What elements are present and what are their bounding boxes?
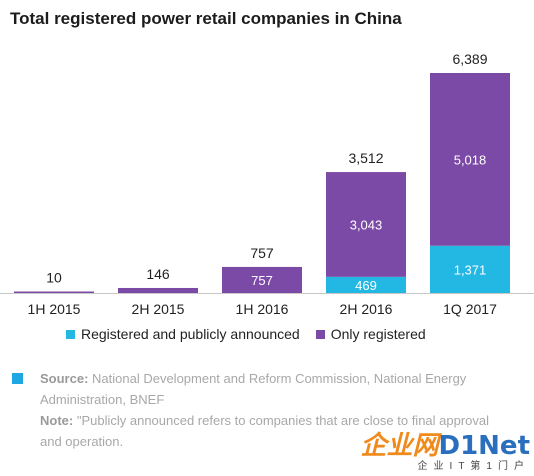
watermark-logo-en: D1Net (438, 431, 531, 461)
total-label-1q-2017: 6,389 (452, 51, 487, 67)
watermark-logo: 企业网D1Net (360, 432, 530, 460)
source-label: Source: (40, 371, 89, 386)
segment-label-registered-and-publicly-announced-2h-2016: 469 (355, 278, 377, 293)
source-text: Source: National Development and Reform … (40, 368, 510, 452)
watermark: 企业网D1Net 企业IT第1门户 (360, 432, 530, 474)
segment-label-only-registered-1h-2016: 757 (251, 273, 273, 288)
legend-label-registered-announced: Registered and publicly announced (81, 326, 300, 342)
note-body: "Publicly announced refers to companies … (40, 413, 490, 449)
bar-registered-and-publicly-announced-1q-2017 (430, 245, 510, 293)
note-label: Note: (40, 413, 74, 428)
bar-only-registered-1h-2016 (222, 266, 302, 293)
x-tick-label-2h-2015: 2H 2015 (132, 301, 185, 317)
legend-item-only-registered: Only registered (315, 326, 426, 342)
watermark-logo-cn: 企业网 (360, 431, 439, 461)
bar-only-registered-2h-2016 (326, 172, 406, 277)
bar-only-registered-1q-2017 (430, 73, 510, 246)
bar-only-registered-2h-2015 (118, 287, 198, 293)
watermark-subtitle: 企业IT第1门户 (417, 461, 530, 472)
bar-registered-and-publicly-announced-2h-2016 (326, 276, 406, 293)
total-label-1h-2016: 757 (250, 245, 274, 261)
segment-label-registered-and-publicly-announced-1q-2017: 1,371 (454, 262, 487, 277)
segment-label-only-registered-1q-2017: 5,018 (454, 152, 487, 167)
total-label-1h-2015: 10 (46, 270, 62, 286)
x-tick-label-1h-2016: 1H 2016 (236, 301, 289, 317)
legend-swatch-registered-announced (66, 329, 75, 339)
x-tick-label-1h-2015: 1H 2015 (28, 301, 81, 317)
legend-item-registered-announced: Registered and publicly announced (66, 326, 300, 342)
total-label-2h-2016: 3,512 (348, 150, 383, 166)
x-tick-label-2h-2016: 2H 2016 (340, 301, 393, 317)
legend-swatch-only-registered (315, 329, 325, 339)
total-label-2h-2015: 146 (146, 266, 170, 282)
source-marker (12, 373, 23, 384)
chart-legend: Registered and publicly announced Only r… (66, 326, 442, 342)
chart-title: Total registered power retail companies … (10, 9, 402, 28)
x-tick-label-1q-2017: 1Q 2017 (443, 301, 497, 317)
bar-only-registered-1h-2015 (14, 291, 94, 293)
source-body: National Development and Reform Commissi… (40, 371, 467, 407)
legend-label-only-registered: Only registered (330, 326, 426, 342)
segment-label-only-registered-2h-2016: 3,043 (350, 217, 383, 232)
stacked-bar-chart: 10 1H 2015 146 2H 2015 757 757 1H 2016 469 3,043… (0, 51, 534, 317)
